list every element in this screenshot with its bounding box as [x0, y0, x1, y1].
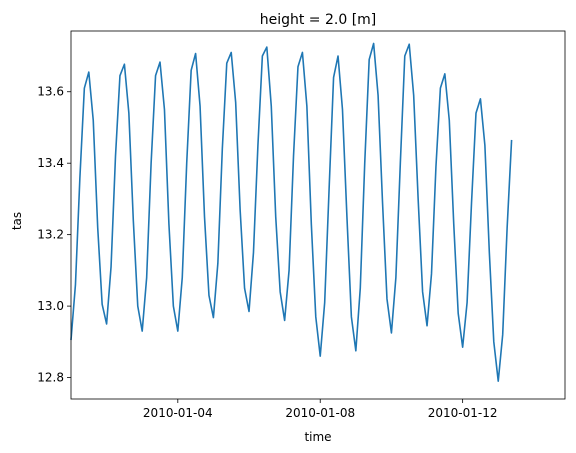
y-tick-label: 13.0: [37, 299, 64, 313]
plot-frame: [70, 30, 566, 400]
chart-title: height = 2.0 [m]: [260, 12, 377, 28]
x-tick-label: 2010-01-04: [143, 406, 213, 420]
y-tick-label: 13.6: [37, 85, 64, 99]
plot-area: [70, 42, 513, 382]
x-axis-label: time: [304, 430, 331, 444]
series-line-0: [70, 42, 513, 382]
y-axis-label: tas: [10, 212, 24, 230]
y-axis: 12.8 13.0 13.2 13.4 13.6: [37, 85, 71, 385]
x-axis: 2010-01-04 2010-01-08 2010-01-12: [143, 399, 498, 420]
x-tick-label: 2010-01-12: [428, 406, 498, 420]
y-tick-label: 13.2: [37, 228, 64, 242]
x-tick-label: 2010-01-08: [285, 406, 355, 420]
y-tick-label: 13.4: [37, 156, 64, 170]
y-tick-label: 12.8: [37, 371, 64, 385]
